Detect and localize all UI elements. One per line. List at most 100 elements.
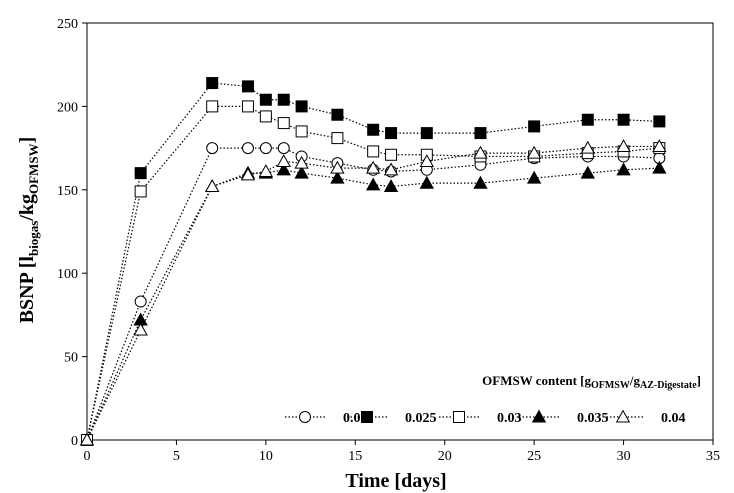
data-point-marker <box>361 411 373 423</box>
x-axis-title: Time [days] <box>345 470 446 492</box>
legend-label: 0.04 <box>661 411 686 426</box>
series-line <box>86 105 660 441</box>
data-point-marker <box>79 432 95 446</box>
series-0.025 <box>81 77 666 446</box>
data-point-marker <box>206 142 219 155</box>
data-point-marker <box>206 100 219 113</box>
data-point-marker <box>365 160 381 174</box>
legend: 0.02 0.025 0.03 0.035 0.04 <box>285 409 686 426</box>
data-point-marker <box>259 93 272 106</box>
legend-entry-0.035: 0.035 <box>519 409 609 426</box>
data-point-marker <box>653 115 666 128</box>
series-line <box>86 145 660 441</box>
legend-entry-0.02: 0.02 <box>285 411 368 426</box>
data-point-marker <box>383 179 399 193</box>
data-point-marker <box>526 145 542 159</box>
data-point-marker <box>616 162 631 176</box>
x-tick-label: 25 <box>527 449 541 464</box>
data-point-marker <box>134 167 147 180</box>
data-point-marker <box>531 409 547 423</box>
data-point-marker <box>277 93 290 106</box>
data-point-marker <box>294 155 309 169</box>
chart-axes <box>86 22 714 441</box>
data-point-marker <box>206 77 219 90</box>
data-point-marker <box>331 132 344 145</box>
series-line <box>86 82 660 441</box>
data-point-marker <box>367 123 380 136</box>
data-point-marker <box>419 154 435 168</box>
data-point-marker <box>277 142 290 155</box>
data-point-marker <box>330 160 345 174</box>
legend-entry-0.025: 0.025 <box>347 411 437 426</box>
data-point-marker <box>134 295 147 308</box>
data-point-marker <box>580 140 595 154</box>
data-point-marker <box>276 154 291 168</box>
legend-label: 0.025 <box>405 411 437 426</box>
data-point-marker <box>616 139 631 152</box>
data-point-marker <box>385 127 398 140</box>
legend-label: 0.03 <box>497 411 522 426</box>
data-point-marker <box>299 411 311 423</box>
legend-entry-0.04: 0.04 <box>603 409 686 426</box>
data-point-marker <box>241 100 254 113</box>
y-tick-label: 250 <box>57 17 78 32</box>
data-point-marker <box>526 170 542 184</box>
data-point-marker <box>528 120 541 133</box>
legend-entry-0.03: 0.03 <box>439 411 522 426</box>
y-tick-label: 200 <box>57 100 78 115</box>
data-point-marker <box>581 113 594 126</box>
y-tick-label: 100 <box>57 267 78 282</box>
data-point-marker <box>134 185 147 198</box>
y-tick-label: 0 <box>71 434 78 449</box>
x-tick-label: 5 <box>173 449 180 464</box>
data-point-marker <box>240 167 256 181</box>
series-line <box>86 167 660 441</box>
data-point-marker <box>473 145 488 159</box>
data-point-marker <box>276 162 291 176</box>
data-point-marker <box>241 142 254 155</box>
data-point-marker <box>365 177 381 191</box>
series-layer <box>79 77 667 446</box>
data-point-marker <box>419 175 435 189</box>
data-point-marker <box>205 179 220 193</box>
data-point-marker <box>241 80 254 93</box>
data-point-marker <box>277 117 290 130</box>
x-tick-label: 30 <box>617 449 631 464</box>
data-point-marker <box>474 127 487 140</box>
series-0.04 <box>79 139 667 446</box>
x-tick-label: 20 <box>438 449 452 464</box>
data-point-marker <box>259 110 272 123</box>
data-point-marker <box>259 142 272 155</box>
data-point-marker <box>617 113 630 126</box>
data-point-marker <box>331 108 344 121</box>
x-axis-ticks: 0 5 10 15 20 25 30 35 <box>84 440 720 464</box>
legend-title: OFMSW content [gOFMSW/gAZ-Digestate] <box>482 373 701 391</box>
data-point-marker <box>453 411 465 423</box>
data-point-marker <box>473 175 488 189</box>
x-tick-label: 10 <box>259 449 273 464</box>
data-point-marker <box>295 100 308 113</box>
x-tick-label: 15 <box>348 449 362 464</box>
data-point-marker <box>580 165 595 179</box>
series-line <box>86 147 660 441</box>
legend-label: 0.035 <box>577 411 609 426</box>
plot-frame <box>86 22 714 441</box>
data-point-marker <box>383 162 399 176</box>
x-tick-label: 0 <box>84 449 91 464</box>
data-point-marker <box>420 127 433 140</box>
data-point-marker <box>385 148 398 161</box>
y-tick-label: 50 <box>64 351 78 366</box>
y-axis-title: BSNP [lbiogas/kgOFMSW] <box>16 137 41 324</box>
y-axis-ticks: 0 50 100 150 200 250 <box>57 17 87 449</box>
data-point-marker <box>133 322 148 336</box>
data-point-marker <box>652 139 667 152</box>
data-point-marker <box>367 145 380 158</box>
data-point-marker <box>615 409 631 423</box>
series-0.035 <box>79 160 667 446</box>
data-point-marker <box>295 125 308 138</box>
x-tick-label: 35 <box>706 449 720 464</box>
data-point-marker <box>652 160 667 174</box>
y-tick-label: 150 <box>57 184 78 199</box>
data-point-marker <box>294 165 309 179</box>
